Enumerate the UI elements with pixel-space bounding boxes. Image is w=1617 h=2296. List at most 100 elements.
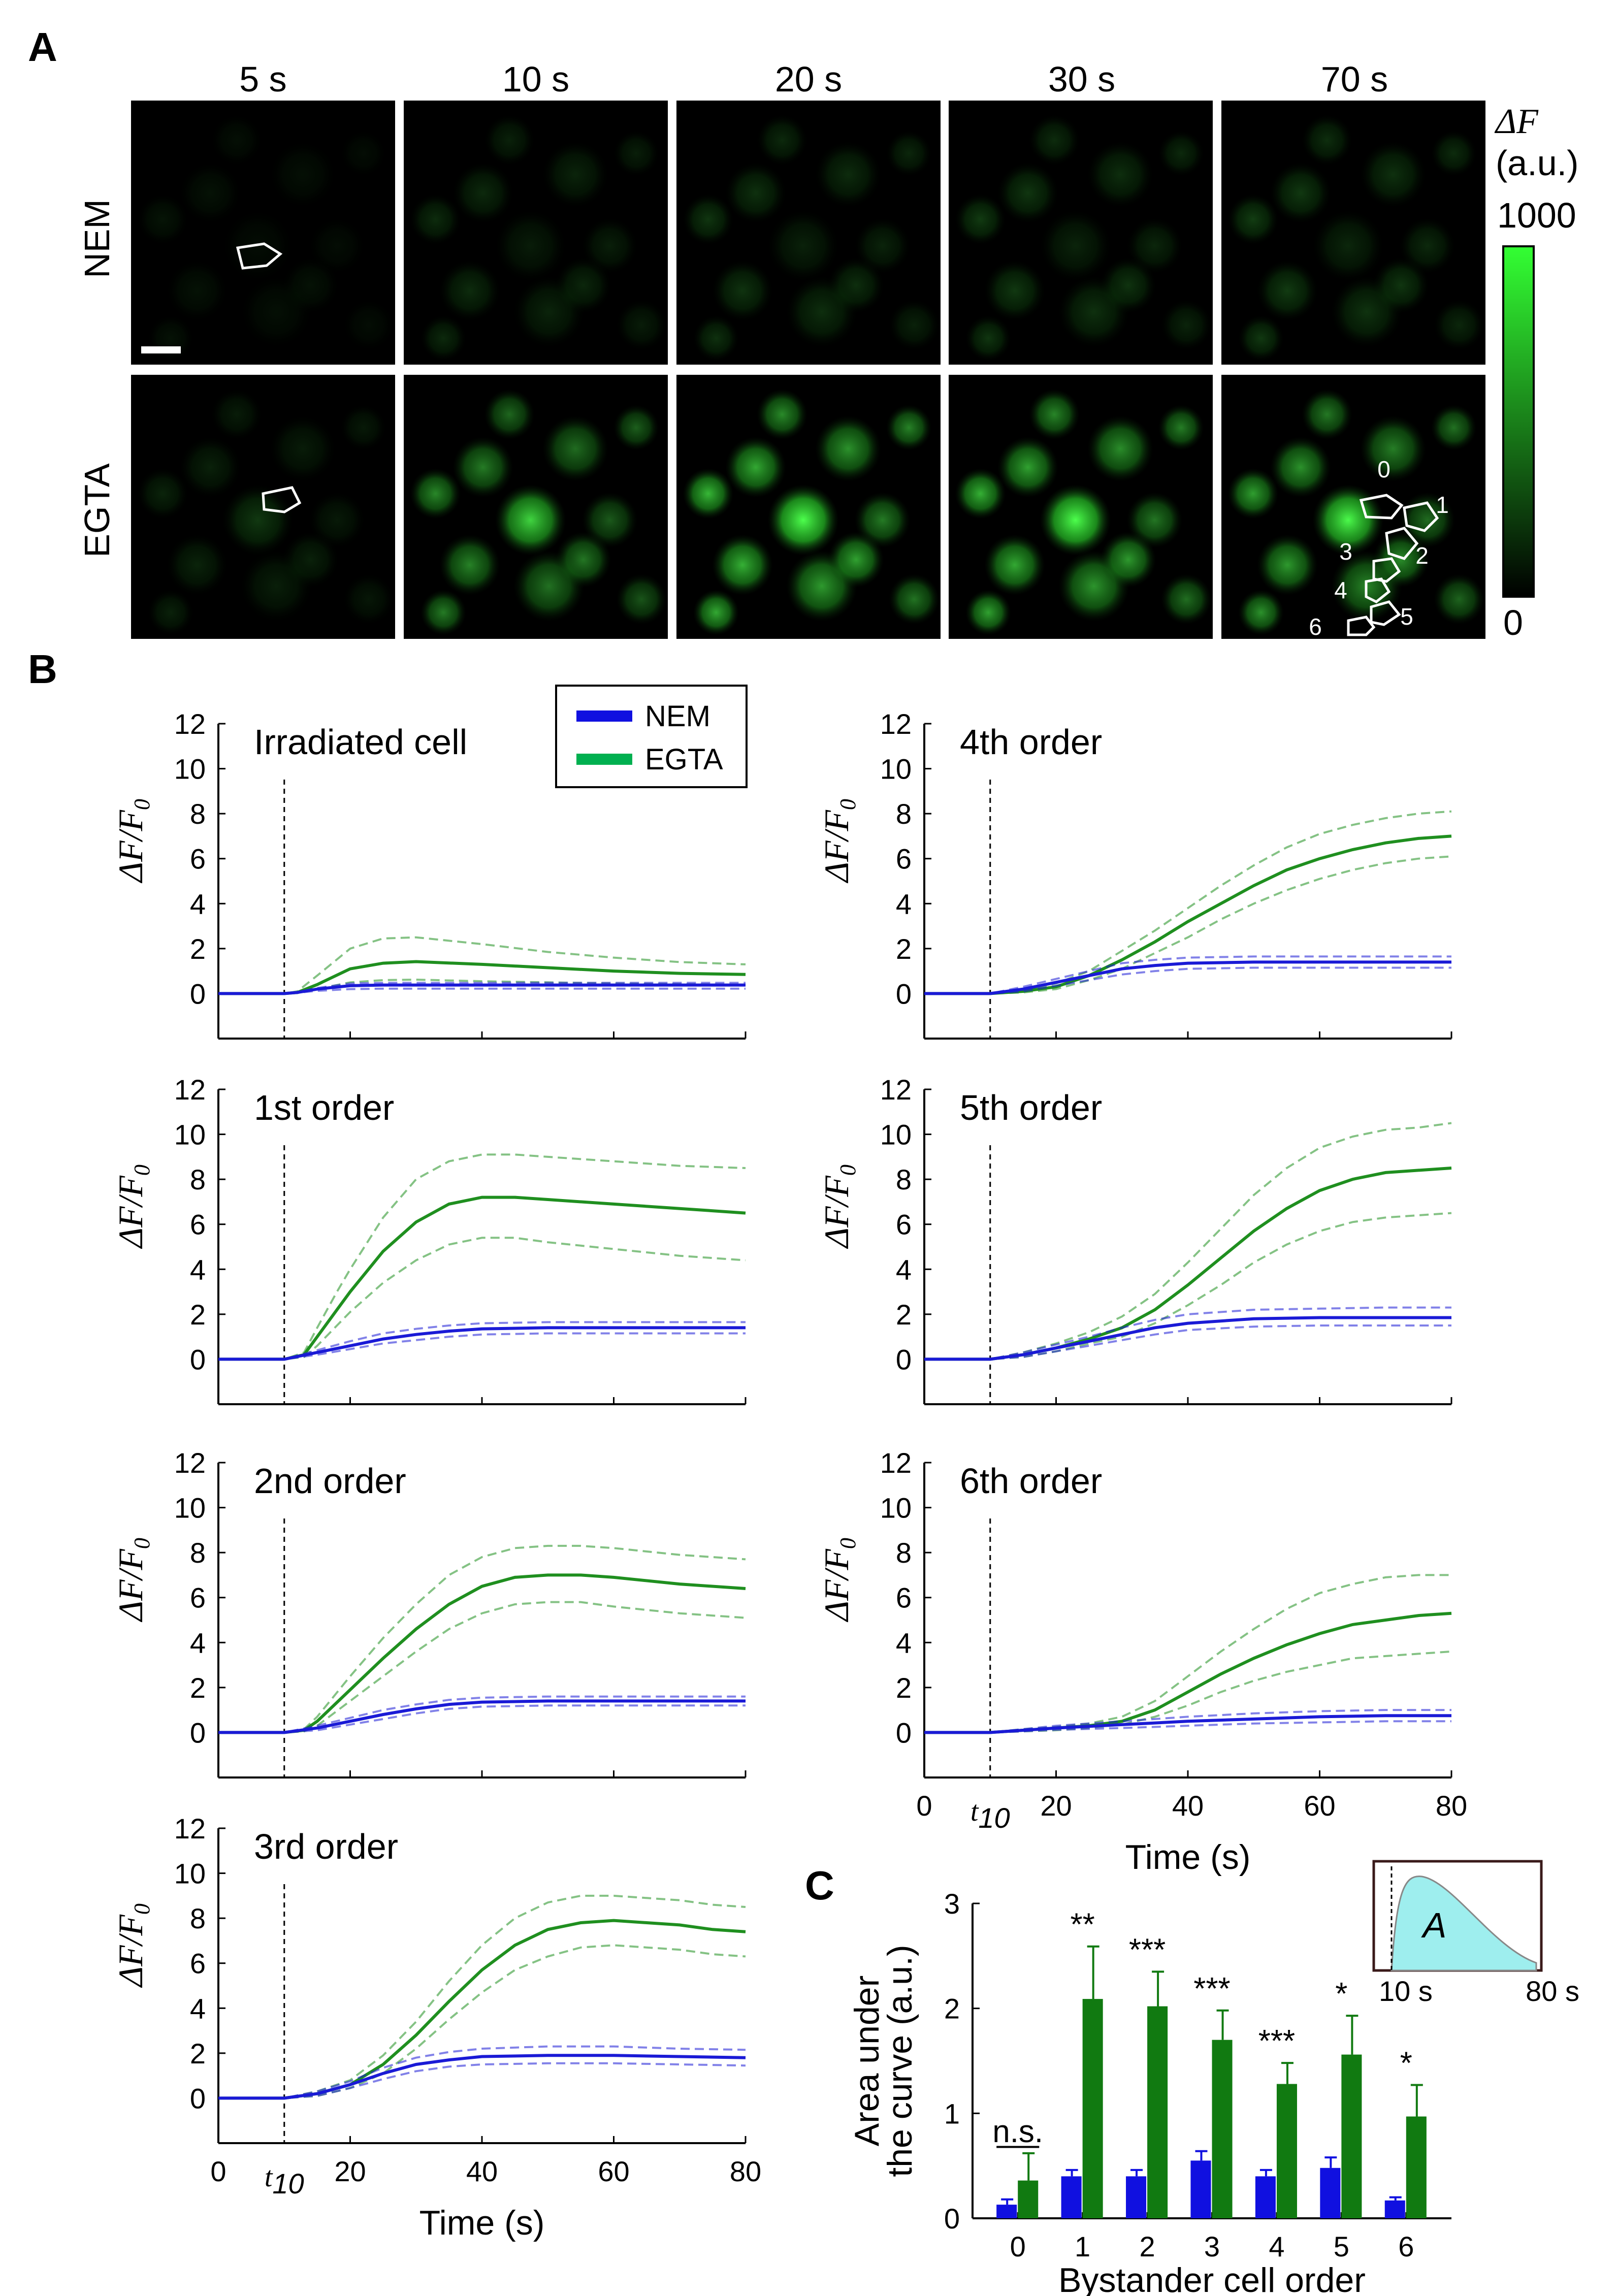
cell (410, 468, 461, 519)
bar-nem (996, 2205, 1017, 2218)
series-lower-bound (218, 1332, 746, 1361)
cell (757, 115, 807, 166)
ylabel-part: ΔF/F (817, 1548, 856, 1623)
cell (889, 574, 940, 625)
cell-layer (410, 389, 667, 635)
time-label: 5 s (239, 59, 286, 99)
x-tick-label: 40 (466, 2155, 498, 2187)
chart-title: 4th order (960, 722, 1102, 762)
y-tick-label: 2 (190, 933, 206, 965)
bar-nem (1320, 2168, 1341, 2218)
roi-label: 3 (1339, 538, 1352, 565)
cell-layer (137, 115, 394, 361)
series-upper-bound (924, 1306, 1451, 1361)
y-tick-label: 0 (944, 2203, 960, 2235)
significance-label: *** (1129, 1932, 1166, 1967)
cell (1434, 574, 1484, 625)
cell (1100, 532, 1156, 588)
series-upper-bound (924, 1574, 1451, 1734)
series-lower-bound (218, 2062, 746, 2099)
series-upper-bound (924, 1709, 1451, 1734)
series-line (924, 1316, 1451, 1361)
cell (1158, 131, 1204, 176)
series-lower-bound (218, 1601, 746, 1734)
cell (1270, 163, 1331, 223)
significance-label: * (1335, 1977, 1347, 2012)
legend-label-nem: NEM (645, 700, 710, 733)
series-upper-bound (218, 1153, 746, 1361)
y-axis-title: ΔF/F0 (111, 799, 154, 884)
y-tick-label: 0 (896, 978, 912, 1010)
cell (815, 141, 881, 208)
cell (421, 590, 466, 635)
x-tick-label: 20 (1040, 1790, 1072, 1822)
series-line (218, 1919, 746, 2100)
y-axis-title: the curve (a.u.) (881, 1945, 919, 2177)
roi-outline (1385, 527, 1419, 560)
microscopy-image (676, 375, 941, 639)
series-upper-bound (218, 1544, 746, 1734)
cell (616, 574, 667, 625)
series-lower-bound (924, 855, 1452, 995)
y-tick-label: 0 (190, 1343, 206, 1375)
series-line (924, 960, 1451, 995)
cell (167, 534, 228, 596)
x-tick-label: 3 (1204, 2230, 1220, 2262)
cell (270, 141, 336, 208)
significance-label: * (1400, 2046, 1412, 2081)
y-tick-label: 4 (190, 1992, 206, 2024)
y-tick-label: 10 (174, 1119, 206, 1151)
y-tick-label: 8 (190, 798, 206, 830)
y-tick-label: 8 (190, 1902, 206, 1934)
time-label: 20 s (775, 59, 842, 99)
roi-outline (1359, 494, 1404, 520)
cell-layer (955, 389, 1212, 635)
cell (148, 315, 193, 361)
panel-letter-b: B (28, 646, 57, 692)
inset: A 10 s 80 s (1372, 1860, 1579, 2007)
cell (1087, 141, 1153, 208)
cell-layer (1227, 115, 1484, 361)
ylabel-subscript: 0 (130, 1165, 154, 1176)
y-axis-title: ΔF/F0 (111, 1538, 154, 1623)
cell (1257, 534, 1318, 596)
cell (613, 131, 659, 176)
significance-label: ** (1071, 1907, 1095, 1943)
cell-layer (955, 115, 1212, 361)
cell (613, 405, 659, 450)
y-axis-title: ΔF/F0 (111, 1165, 154, 1249)
cell (340, 131, 386, 176)
cell (484, 389, 535, 440)
cell (854, 492, 911, 548)
x-tick-label: 80 (730, 2155, 761, 2187)
inset-area (1390, 1875, 1537, 1971)
inset-end-label: 80 s (1526, 1975, 1579, 2007)
ylabel-subscript: 0 (130, 1903, 154, 1915)
cell (137, 468, 188, 519)
ylabel-subscript: 0 (835, 1165, 860, 1176)
roi-label: 1 (1436, 492, 1449, 518)
cell (343, 574, 394, 625)
chart-title: 3rd order (254, 1827, 398, 1866)
roi-label: 2 (1415, 542, 1429, 569)
cell (984, 534, 1045, 596)
cell (542, 415, 608, 482)
roi-outline (1372, 557, 1401, 583)
cell (725, 163, 786, 223)
cell (815, 415, 881, 482)
x-tick-label: 5 (1334, 2230, 1349, 2262)
cell (410, 194, 461, 245)
y-tick-label: 4 (190, 1253, 206, 1285)
y-tick-label: 8 (190, 1537, 206, 1569)
x-tick-label: 1 (1075, 2230, 1090, 2262)
microscopy-image (1221, 375, 1485, 639)
y-tick-label: 4 (190, 1627, 206, 1659)
cell (889, 300, 940, 350)
cell (955, 468, 1006, 519)
x-tick-label: t10 (265, 2161, 304, 2200)
cell-layer (137, 389, 394, 635)
cell (452, 163, 513, 223)
time-label: 70 s (1321, 59, 1388, 99)
cell (984, 260, 1045, 321)
